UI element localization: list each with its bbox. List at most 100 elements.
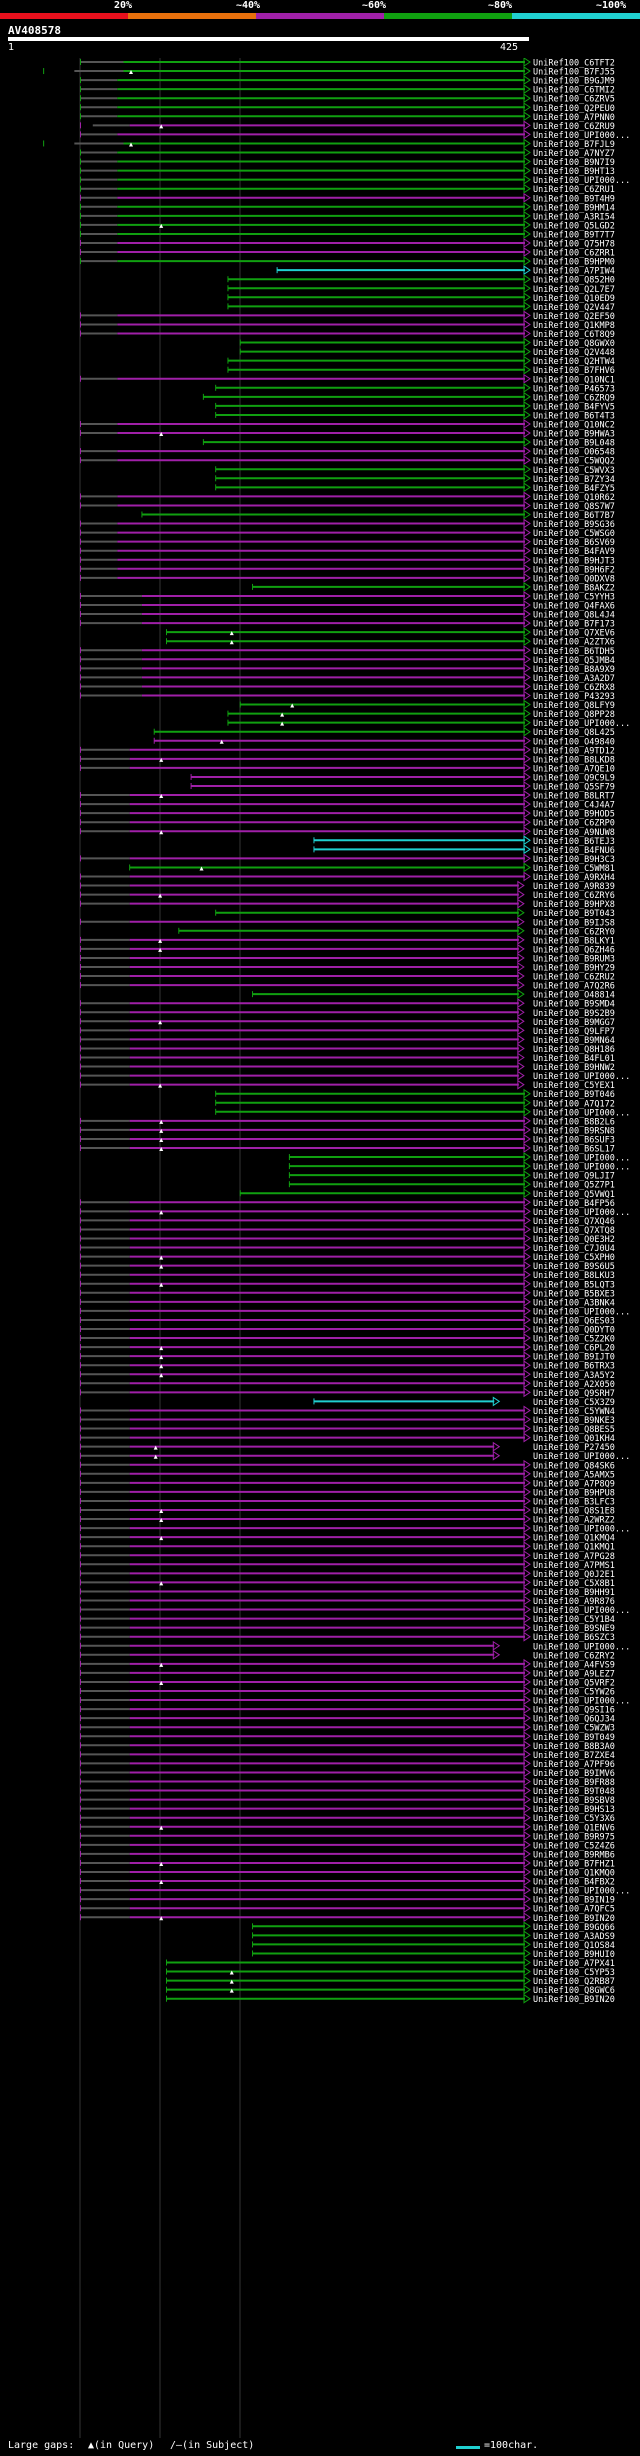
hit-label[interactable]: UniRef100_B9IN19 <box>533 1896 615 1906</box>
hit-label[interactable]: UniRef100_UPI000... <box>533 1208 630 1218</box>
hit-label[interactable]: UniRef100_A7PMS1 <box>533 1561 615 1571</box>
hit-label[interactable]: UniRef100_B7F173 <box>533 620 615 630</box>
hit-label[interactable]: UniRef100_C5YP53 <box>533 1968 615 1978</box>
hit-label[interactable]: UniRef100_Q2HTW4 <box>533 357 615 367</box>
hit-label[interactable]: UniRef100_B4FZY5 <box>533 484 615 494</box>
hit-label[interactable]: UniRef100_Q5VWQ1 <box>533 1190 615 1200</box>
hit-label[interactable]: UniRef100_P43293 <box>533 692 615 702</box>
hit-label[interactable]: UniRef100_Q2L7E7 <box>533 285 615 295</box>
hit-label[interactable]: UniRef100_B9HJT3 <box>533 556 615 566</box>
hit-label[interactable]: UniRef100_A3A2D7 <box>533 674 615 684</box>
hit-label[interactable]: UniRef100_B7FJ55 <box>533 68 615 78</box>
hit-label[interactable]: UniRef100_C5Z4Z6 <box>533 1841 615 1851</box>
hit-label[interactable]: UniRef100_B6TEJ3 <box>533 837 615 847</box>
hit-label[interactable]: UniRef100_A2WRZ2 <box>533 1516 615 1526</box>
hit-label[interactable]: UniRef100_B4FL01 <box>533 1054 615 1064</box>
hit-label[interactable]: UniRef100_A9TD12 <box>533 746 615 756</box>
hit-label[interactable]: UniRef100_Q9LJI7 <box>533 1172 615 1182</box>
hit-label[interactable]: UniRef100_Q8LFY9 <box>533 701 615 711</box>
hit-label[interactable]: UniRef100_B9MN64 <box>533 1036 615 1046</box>
hit-label[interactable]: UniRef100_Q9SRH7 <box>533 1389 615 1399</box>
hit-label[interactable]: UniRef100_C6ZRY2 <box>533 1651 615 1661</box>
hit-label[interactable]: UniRef100_Q5Z7P1 <box>533 1181 615 1191</box>
hit-label[interactable]: UniRef100_C5Y3X6 <box>533 1814 615 1824</box>
hit-label[interactable]: UniRef100_B9T4H9 <box>533 194 615 204</box>
hit-label[interactable]: UniRef100_B4FYV5 <box>533 402 615 412</box>
hit-label[interactable]: UniRef100_B9SNE9 <box>533 1624 615 1634</box>
hit-label[interactable]: UniRef100_B9R975 <box>533 1832 615 1842</box>
hit-label[interactable]: UniRef100_B9HT13 <box>533 167 615 177</box>
hit-label[interactable]: UniRef100_B9HNW2 <box>533 1063 615 1073</box>
hit-label[interactable]: UniRef100_Q8PP28 <box>533 710 615 720</box>
hit-label[interactable]: UniRef100_A3RI54 <box>533 212 615 222</box>
hit-label[interactable]: UniRef100_B9SBV8 <box>533 1796 615 1806</box>
hit-label[interactable]: UniRef100_C6TFT2 <box>533 59 615 69</box>
hit-label[interactable]: UniRef100_B8B3A0 <box>533 1742 615 1752</box>
hit-label[interactable]: UniRef100_Q2V448 <box>533 348 615 358</box>
hit-label[interactable]: UniRef100_Q6ZH46 <box>533 945 615 955</box>
hit-label[interactable]: UniRef100_A7PNN0 <box>533 113 615 123</box>
hit-label[interactable]: UniRef100_B8A9X9 <box>533 665 615 675</box>
hit-label[interactable]: UniRef100_UPI000... <box>533 1642 630 1652</box>
hit-label[interactable]: UniRef100_B9T049 <box>533 1733 615 1743</box>
hit-label[interactable]: UniRef100_B8LKY1 <box>533 936 615 946</box>
hit-label[interactable]: UniRef100_A5AMX5 <box>533 1470 615 1480</box>
hit-label[interactable]: UniRef100_B8AKZ2 <box>533 583 615 593</box>
hit-label[interactable]: UniRef100_A2X050 <box>533 1380 615 1390</box>
hit-label[interactable]: UniRef100_Q9SI16 <box>533 1706 615 1716</box>
hit-label[interactable]: UniRef100_C5WQQ2 <box>533 457 615 467</box>
hit-label[interactable]: UniRef100_C6ZRX8 <box>533 683 615 693</box>
hit-label[interactable]: UniRef100_Q8H186 <box>533 1045 615 1055</box>
hit-label[interactable]: UniRef100_B9L048 <box>533 439 615 449</box>
hit-label[interactable]: UniRef100_Q84SK6 <box>533 1461 615 1471</box>
hit-label[interactable]: UniRef100_A7QE10 <box>533 764 615 774</box>
hit-label[interactable]: UniRef100_C5YYH3 <box>533 592 615 602</box>
hit-label[interactable]: UniRef100_B5LQT3 <box>533 1280 615 1290</box>
hit-label[interactable]: UniRef100_C5X8B1 <box>533 1579 615 1589</box>
hit-label[interactable]: UniRef100_A3BNK4 <box>533 1298 615 1308</box>
hit-label[interactable]: UniRef100_A7PF96 <box>533 1760 615 1770</box>
hit-label[interactable]: UniRef100_C6ZRY6 <box>533 891 615 901</box>
hit-label[interactable]: UniRef100_B9HOD5 <box>533 810 615 820</box>
hit-label[interactable]: UniRef100_C5WVX3 <box>533 466 615 476</box>
hit-label[interactable]: UniRef100_B6SZC3 <box>533 1633 615 1643</box>
hit-label[interactable]: UniRef100_B9H6F2 <box>533 565 615 575</box>
hit-label[interactable]: UniRef100_UPI000... <box>533 1606 630 1616</box>
hit-label[interactable]: UniRef100_Q1KMP8 <box>533 321 615 331</box>
hit-label[interactable]: UniRef100_P27450 <box>533 1443 615 1453</box>
hit-label[interactable]: UniRef100_C6TMI2 <box>533 86 615 96</box>
hit-label[interactable]: UniRef100_B4FBX2 <box>533 1878 615 1888</box>
hit-label[interactable]: UniRef100_C5YWN4 <box>533 1407 615 1417</box>
hit-label[interactable]: UniRef100_C5WZW3 <box>533 1724 615 1734</box>
hit-label[interactable]: UniRef100_A7NYZ7 <box>533 149 615 159</box>
hit-label[interactable]: UniRef100_Q1KMQ1 <box>533 1543 615 1553</box>
hit-label[interactable]: UniRef100_A3ADS9 <box>533 1932 615 1942</box>
hit-label[interactable]: UniRef100_B9HWA3 <box>533 430 615 440</box>
hit-label[interactable]: UniRef100_Q10ED9 <box>533 294 615 304</box>
hit-label[interactable]: UniRef100_B9N7I9 <box>533 158 615 168</box>
hit-label[interactable]: UniRef100_Q75H78 <box>533 240 615 250</box>
hit-label[interactable]: UniRef100_Q9LFP7 <box>533 1027 615 1037</box>
hit-label[interactable]: UniRef100_B9IJS8 <box>533 918 615 928</box>
hit-label[interactable]: UniRef100_A9R876 <box>533 1597 615 1607</box>
hit-label[interactable]: UniRef100_Q10R62 <box>533 493 615 503</box>
hit-label[interactable]: UniRef100_UPI000... <box>533 1525 630 1535</box>
hit-label[interactable]: UniRef100_Q5LGD2 <box>533 221 615 231</box>
hit-label[interactable]: UniRef100_A9R839 <box>533 882 615 892</box>
hit-label[interactable]: UniRef100_A2ZTX6 <box>533 638 615 648</box>
hit-label[interactable]: UniRef100_Q10NC1 <box>533 375 615 385</box>
hit-label[interactable]: UniRef100_Q8L4J4 <box>533 611 615 621</box>
hit-label[interactable]: UniRef100_B9S2B9 <box>533 1009 615 1019</box>
hit-label[interactable]: UniRef100_B7ZY34 <box>533 475 615 485</box>
hit-label[interactable]: UniRef100_Q0DXV8 <box>533 574 615 584</box>
hit-label[interactable]: UniRef100_Q7XEV6 <box>533 629 615 639</box>
hit-label[interactable]: UniRef100_A9LEZ7 <box>533 1669 615 1679</box>
hit-label[interactable]: UniRef100_A3A5Y2 <box>533 1371 615 1381</box>
hit-label[interactable]: UniRef100_C5WSG0 <box>533 529 615 539</box>
hit-label[interactable]: UniRef100_Q0J2E1 <box>533 1570 615 1580</box>
hit-label[interactable]: UniRef100_A7QFC5 <box>533 1905 615 1915</box>
hit-label[interactable]: UniRef100_B9GQ66 <box>533 1923 615 1933</box>
hit-label[interactable]: UniRef100_B7FHV6 <box>533 366 615 376</box>
hit-label[interactable]: UniRef100_Q0E3H2 <box>533 1235 615 1245</box>
hit-label[interactable]: UniRef100_C5WM81 <box>533 864 615 874</box>
